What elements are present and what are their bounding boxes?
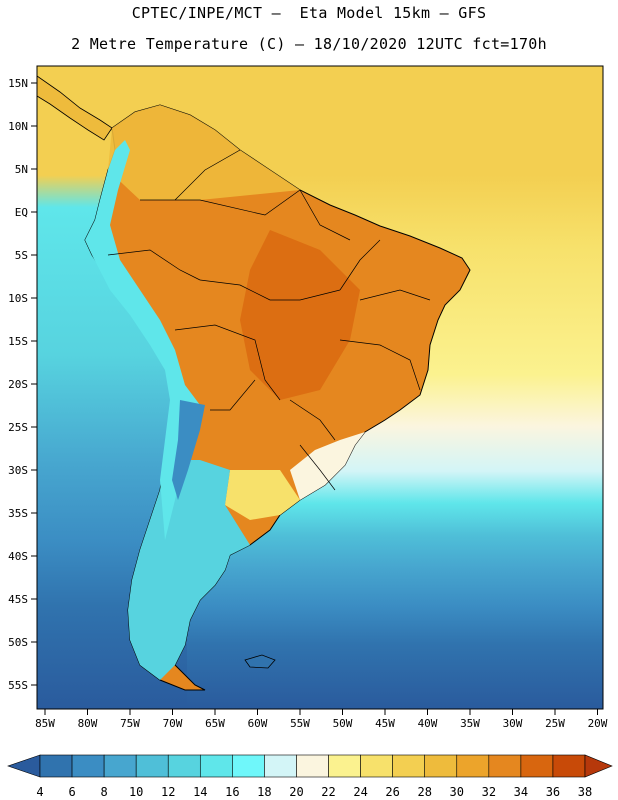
colorbar-box — [135, 754, 169, 778]
map-title-line1: CPTEC/INPE/MCT – Eta Model 15km – GFS — [131, 4, 487, 22]
lat-tick-label: 35S — [8, 507, 28, 520]
lon-tick-label: 55W — [290, 717, 310, 730]
colorbar-level-label: 26 — [385, 785, 399, 799]
colorbar-box — [199, 754, 233, 778]
lat-tick-label: 50S — [8, 636, 28, 649]
colorbar-box — [552, 754, 586, 778]
lon-tick-label: 70W — [163, 717, 183, 730]
colorbar-level-label: 10 — [129, 785, 143, 799]
colorbar-box — [456, 754, 490, 778]
lat-tick-label: 55S — [8, 679, 28, 692]
lon-tick-label: 40W — [418, 717, 438, 730]
colorbar-box — [39, 754, 73, 778]
colorbar-box — [328, 754, 361, 778]
colorbar-level-label: 34 — [514, 785, 528, 799]
lat-tick-label: 10N — [8, 120, 28, 133]
colorbar-box — [424, 754, 458, 778]
colorbar-level-label: 6 — [68, 785, 75, 799]
lon-tick-label: 75W — [120, 717, 140, 730]
map-title-line2: 2 Metre Temperature (C) – 18/10/2020 12U… — [71, 35, 547, 53]
colorbar-box — [103, 754, 137, 778]
colorbar-level-label: 4 — [36, 785, 43, 799]
colorbar-box — [232, 754, 265, 778]
caribbean-field — [37, 66, 603, 111]
longitude-axis: 85W 80W 75W 70W 65W 60W 55W 50W 45W 40W 35W 30W 25W 2… — [35, 709, 608, 730]
colorbar-level-label: 14 — [193, 785, 207, 799]
pampas-zone — [225, 470, 300, 520]
colorbar-box — [520, 754, 554, 778]
lon-tick-label: 50W — [333, 717, 353, 730]
andes-high-zone — [172, 400, 205, 500]
lat-tick-label: 40S — [8, 550, 28, 563]
map-field — [37, 66, 603, 709]
colorbar-box — [71, 754, 105, 778]
colorbar-box — [488, 754, 522, 778]
lat-tick-label: 5S — [15, 249, 28, 262]
colorbar-level-label: 12 — [161, 785, 175, 799]
lon-tick-label: 30W — [503, 717, 523, 730]
colorbar-arrow-right — [584, 754, 613, 778]
country-borders — [107, 149, 431, 491]
lon-tick-label: 65W — [205, 717, 225, 730]
lon-tick-label: 85W — [35, 717, 55, 730]
colorbar-arrow-left — [7, 754, 41, 778]
colorbar-box — [296, 754, 329, 778]
colorbar-level-label: 28 — [417, 785, 431, 799]
lat-tick-label: 20S — [8, 378, 28, 391]
lat-tick-label: EQ — [15, 206, 28, 219]
colorbar-box — [167, 754, 201, 778]
patagonia-zone — [128, 460, 250, 680]
colorbar-level-label: 36 — [546, 785, 560, 799]
lon-tick-label: 20W — [588, 717, 608, 730]
lat-tick-label: 45S — [8, 593, 28, 606]
north-warm-zone — [108, 105, 300, 200]
lat-tick-label: 15N — [8, 77, 28, 90]
lat-tick-label: 10S — [8, 292, 28, 305]
colorbar-box — [360, 754, 393, 778]
colorbar-level-label: 24 — [353, 785, 367, 799]
hot-core-zone — [240, 230, 360, 400]
falkland-islands — [244, 654, 276, 669]
colorbar-level-label: 18 — [257, 785, 271, 799]
lon-tick-label: 35W — [460, 717, 480, 730]
lon-tick-label: 60W — [248, 717, 268, 730]
lat-tick-label: 15S — [8, 335, 28, 348]
map-frame — [36, 65, 604, 710]
colorbar-box — [264, 754, 297, 778]
colorbar-level-label: 8 — [101, 785, 108, 799]
colorbar-level-label: 38 — [578, 785, 592, 799]
central-america — [37, 75, 113, 141]
colorbar: 4 6 8 10 12 14 16 18 20 22 24 26 28 30 32 34 36 38 — [7, 754, 613, 799]
colorbar-level-label: 22 — [321, 785, 335, 799]
colorbar-level-label: 30 — [450, 785, 464, 799]
andes-zone — [85, 140, 200, 540]
lat-tick-label: 5N — [15, 163, 28, 176]
lon-tick-label: 25W — [545, 717, 565, 730]
south-brazil-cool — [290, 432, 365, 500]
lon-tick-label: 45W — [375, 717, 395, 730]
colorbar-level-label: 16 — [225, 785, 239, 799]
colorbar-level-label: 32 — [482, 785, 496, 799]
colorbar-box — [392, 754, 426, 778]
lat-tick-label: 25S — [8, 421, 28, 434]
colorbar-level-label: 20 — [289, 785, 303, 799]
lat-tick-label: 30S — [8, 464, 28, 477]
lon-tick-label: 80W — [78, 717, 98, 730]
latitude-axis: 15N 10N 5N EQ 5S 10S 15S 20S 25S 30S 35S 40S 45S 50S 5… — [8, 77, 37, 692]
